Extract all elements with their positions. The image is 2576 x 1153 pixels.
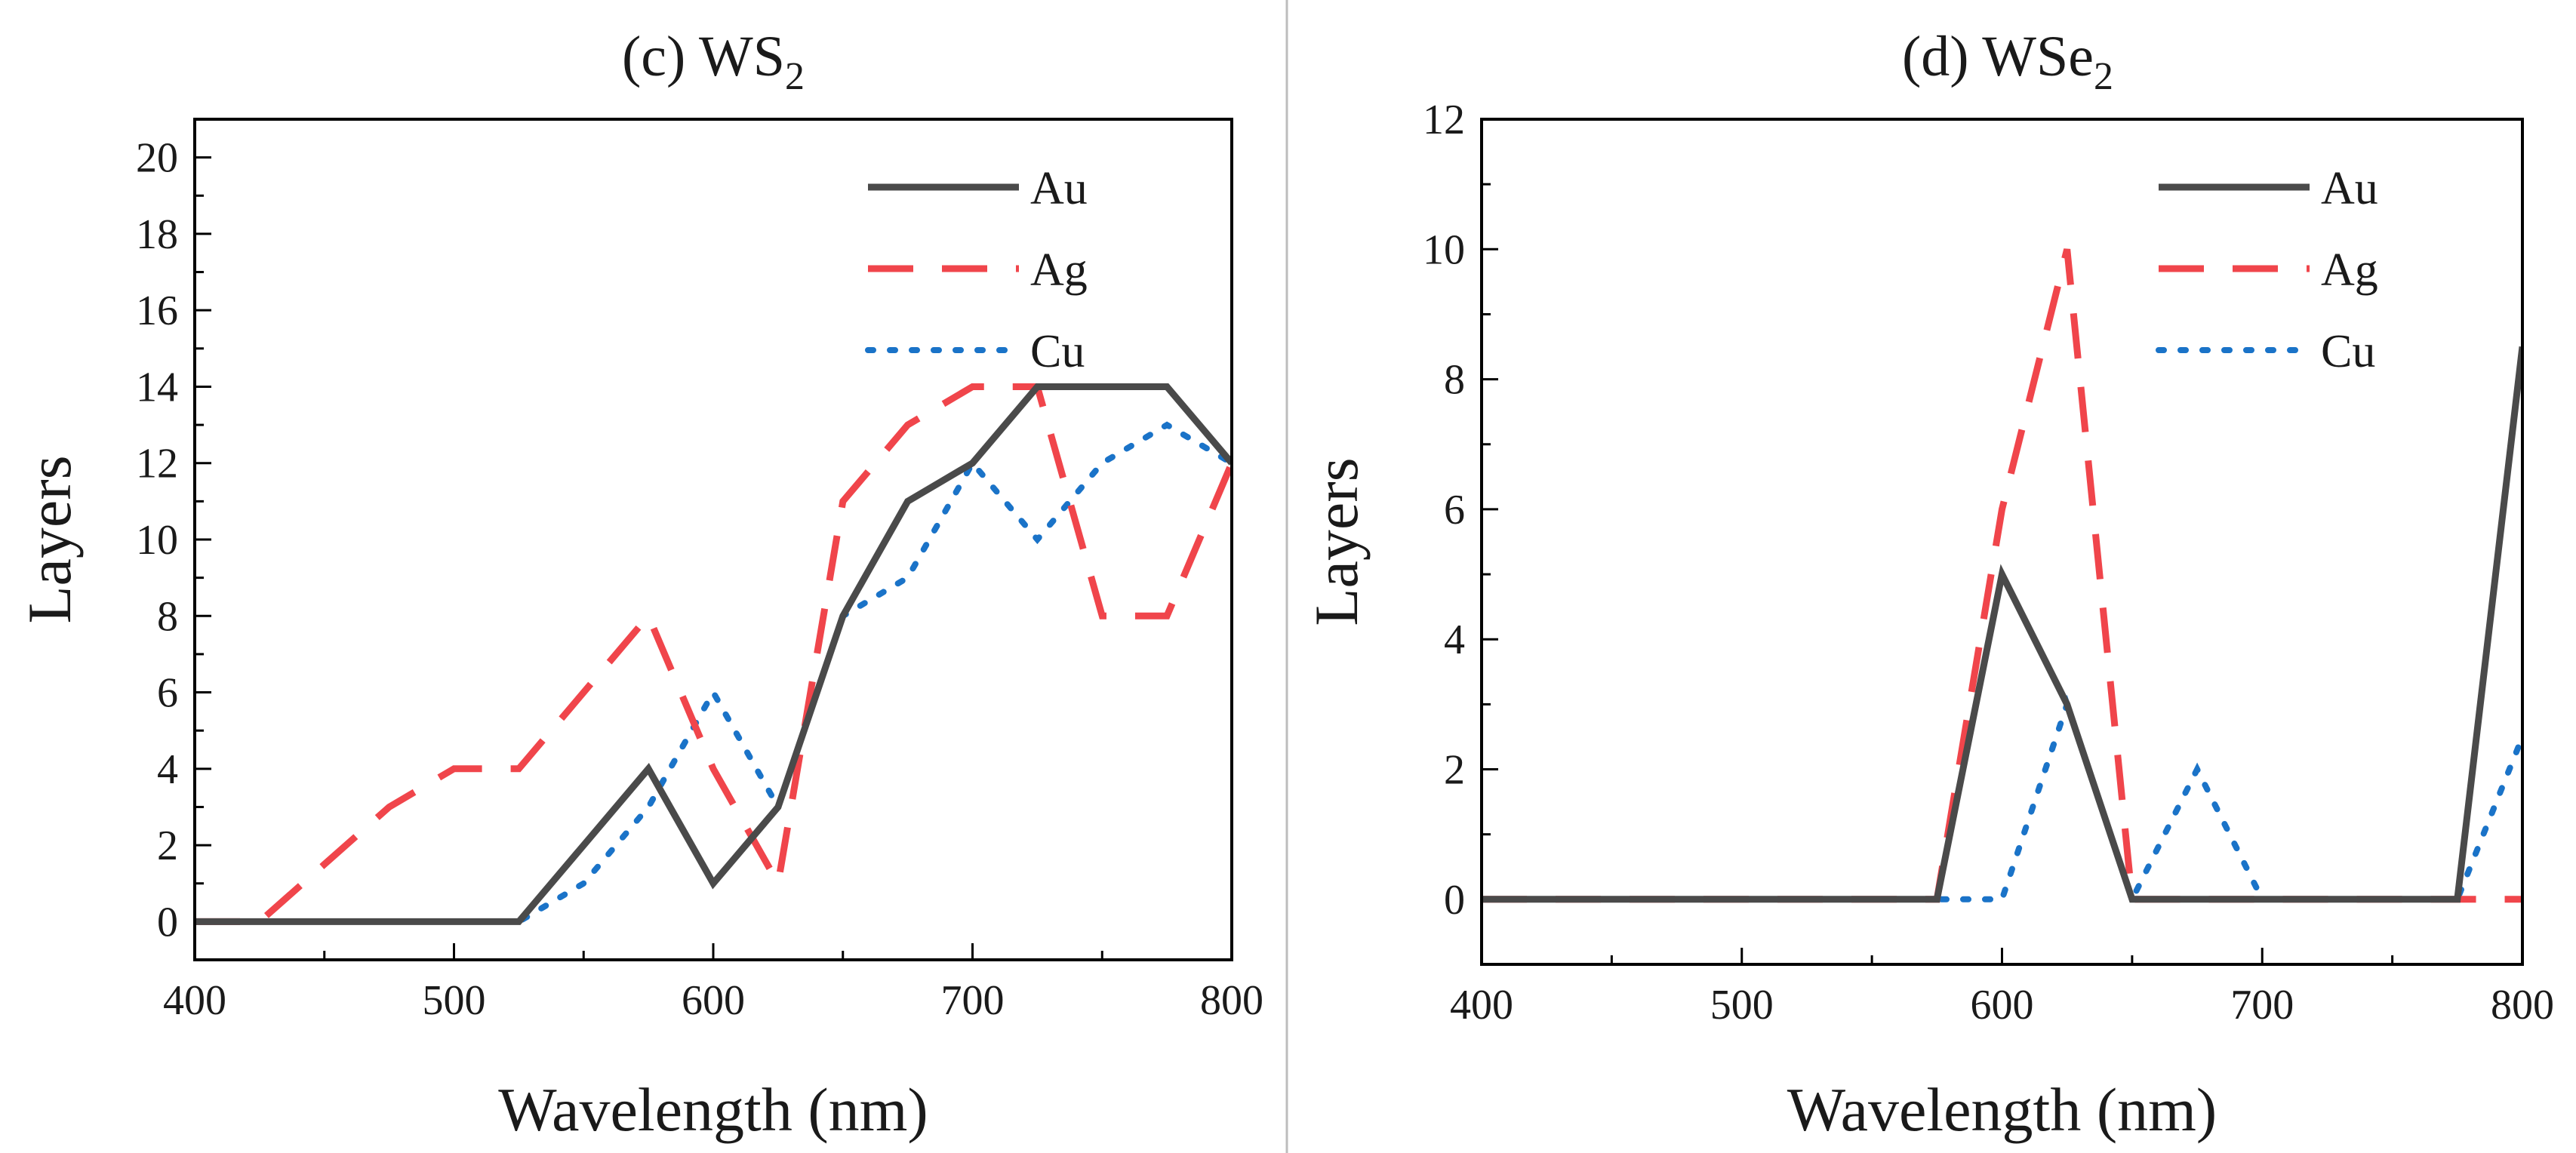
chart-title: (d) WSe2 <box>1902 25 2113 98</box>
x-tick-label: 800 <box>2491 982 2554 1028</box>
legend-label-ag: Ag <box>1030 244 1088 296</box>
legend-label-cu: Cu <box>1030 326 1085 377</box>
x-tick-label: 400 <box>163 977 226 1024</box>
chart-title-main: (d) WSe <box>1902 25 2094 88</box>
y-tick-label: 12 <box>1423 97 1465 143</box>
legend-label-au: Au <box>2321 163 2378 214</box>
y-tick-label: 14 <box>136 364 178 410</box>
y-axis-label: Layers <box>1302 457 1371 626</box>
y-tick-label: 8 <box>1444 357 1465 404</box>
x-tick-label: 800 <box>1200 977 1263 1024</box>
x-tick-label: 700 <box>2230 982 2294 1028</box>
chart-title-main: (c) WS <box>622 25 785 88</box>
y-tick-label: 6 <box>157 670 178 717</box>
legend-label-cu: Cu <box>2321 326 2375 377</box>
y-tick-label: 0 <box>157 899 178 945</box>
y-tick-label: 6 <box>1444 487 1465 533</box>
y-tick-label: 4 <box>1444 616 1465 663</box>
chart-title: (c) WS2 <box>622 25 805 98</box>
y-tick-label: 10 <box>136 517 178 564</box>
y-axis-label: Layers <box>15 455 84 623</box>
legend-label-au: Au <box>1030 163 1088 214</box>
x-axis-label: Wavelength (nm) <box>1787 1075 2217 1144</box>
y-tick-label: 8 <box>157 593 178 640</box>
y-tick-label: 2 <box>1444 747 1465 794</box>
series-line-ag <box>195 383 1232 925</box>
legend-label-ag: Ag <box>2321 244 2378 296</box>
series-line-cu <box>1482 694 2522 908</box>
y-tick-label: 12 <box>136 441 178 487</box>
y-tick-label: 0 <box>1444 877 1465 924</box>
x-tick-label: 500 <box>1710 982 1774 1028</box>
y-tick-label: 18 <box>136 211 178 258</box>
y-tick-label: 10 <box>1423 226 1465 273</box>
x-tick-label: 700 <box>941 977 1005 1024</box>
series-line-au <box>1482 346 2522 903</box>
plot-frame <box>1480 118 2524 966</box>
x-axis-label: Wavelength (nm) <box>498 1075 928 1144</box>
series-line-au <box>195 383 1232 925</box>
x-tick-label: 600 <box>1971 982 2034 1028</box>
chart-title-subscript: 2 <box>2094 55 2113 98</box>
x-tick-label: 400 <box>1450 982 1513 1028</box>
chart-title-subscript: 2 <box>785 55 805 98</box>
x-tick-label: 600 <box>682 977 745 1024</box>
y-tick-label: 16 <box>136 287 178 334</box>
series-line-cu <box>195 421 1232 925</box>
y-tick-label: 4 <box>157 746 178 793</box>
y-tick-label: 20 <box>136 135 178 182</box>
y-tick-label: 2 <box>157 822 178 869</box>
plot-frame <box>193 118 1233 961</box>
x-tick-label: 500 <box>423 977 486 1024</box>
